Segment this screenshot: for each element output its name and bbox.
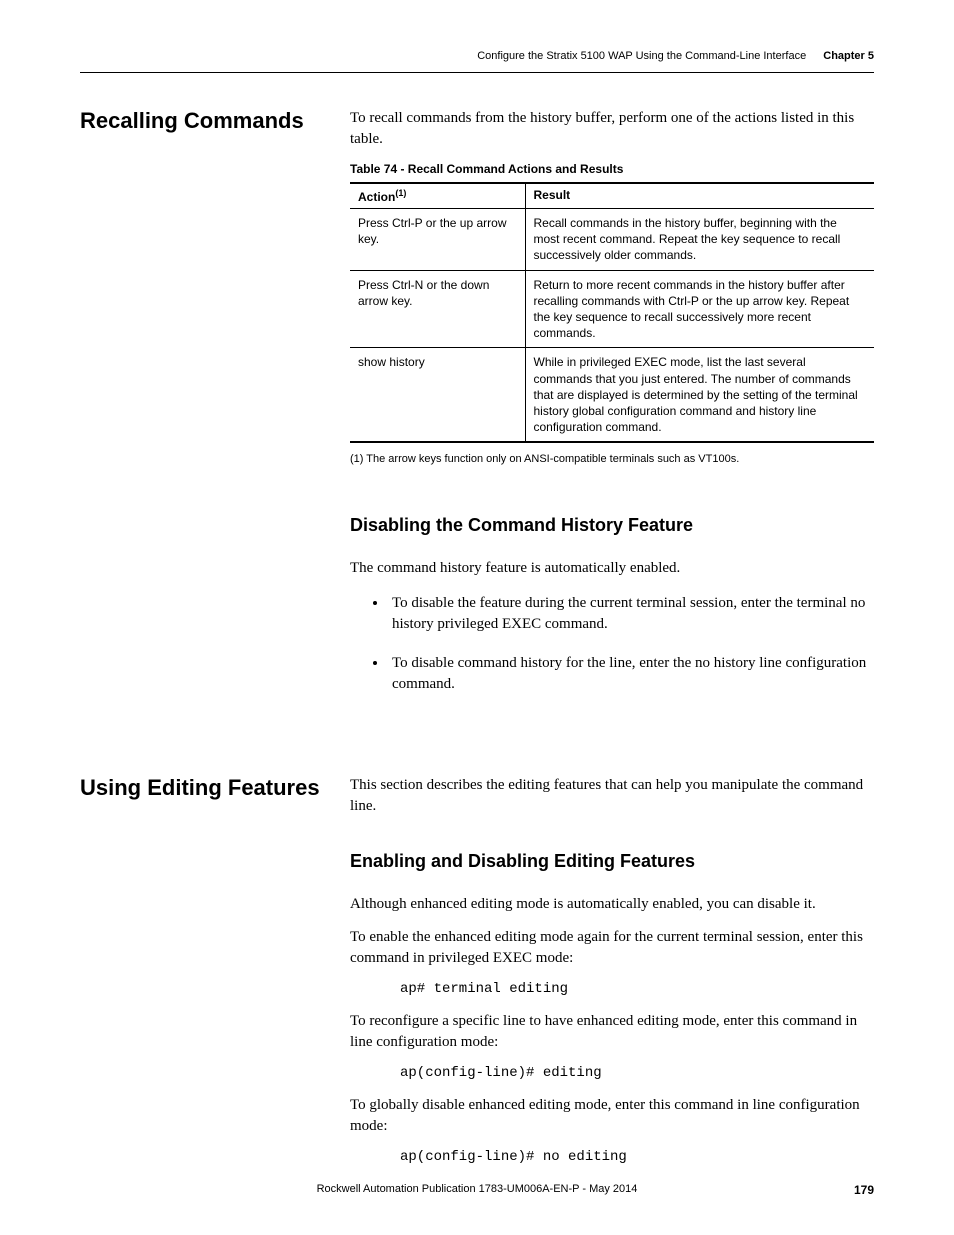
list-item: To disable command history for the line,… (388, 653, 874, 695)
para-enabling-4: To globally disable enhanced editing mod… (350, 1095, 874, 1137)
bullet-list: To disable the feature during the curren… (388, 593, 874, 695)
page-header: Configure the Stratix 5100 WAP Using the… (477, 50, 874, 62)
header-action-text: Action (358, 190, 395, 204)
code-config-editing: ap(config-line)# editing (400, 1065, 874, 1081)
list-item: To disable the feature during the curren… (388, 593, 874, 635)
cell-result: Return to more recent commands in the hi… (525, 270, 874, 348)
sub-heading-disabling-history: Disabling the Command History Feature (350, 515, 874, 536)
header-title: Configure the Stratix 5100 WAP Using the… (477, 50, 806, 62)
cell-result: While in privileged EXEC mode, list the … (525, 348, 874, 442)
section-heading-recalling: Recalling Commands (80, 108, 330, 134)
section-heading-editing: Using Editing Features (80, 775, 330, 801)
intro-paragraph: To recall commands from the history buff… (350, 108, 874, 150)
header-action-sup: (1) (395, 188, 406, 198)
sub-heading-enabling-editing: Enabling and Disabling Editing Features (350, 851, 874, 872)
table-title: Table 74 - Recall Command Actions and Re… (350, 162, 874, 176)
cell-action: show history (350, 348, 525, 442)
code-terminal-editing: ap# terminal editing (400, 981, 874, 997)
cell-result: Recall commands in the history buffer, b… (525, 209, 874, 271)
table-header-action: Action(1) (350, 183, 525, 209)
code-config-no-editing: ap(config-line)# no editing (400, 1149, 874, 1165)
para-enabling-3: To reconfigure a specific line to have e… (350, 1011, 874, 1053)
chapter-label: Chapter 5 (823, 50, 874, 62)
header-rule (80, 72, 874, 73)
intro-paragraph-editing: This section describes the editing featu… (350, 775, 874, 817)
recall-commands-table: Action(1) Result Press Ctrl-P or the up … (350, 182, 874, 443)
table-row: Press Ctrl-P or the up arrow key. Recall… (350, 209, 874, 271)
table-row: Press Ctrl-N or the down arrow key. Retu… (350, 270, 874, 348)
footer-page-number: 179 (854, 1183, 874, 1197)
table-footnote: (1) The arrow keys function only on ANSI… (350, 453, 874, 465)
page-footer: Rockwell Automation Publication 1783-UM0… (80, 1183, 874, 1195)
para-enabling-1: Although enhanced editing mode is automa… (350, 894, 874, 915)
footer-publication: Rockwell Automation Publication 1783-UM0… (317, 1183, 638, 1195)
cell-action: Press Ctrl-N or the down arrow key. (350, 270, 525, 348)
para-enabling-2: To enable the enhanced editing mode agai… (350, 927, 874, 969)
table-header-result: Result (525, 183, 874, 209)
cell-action: Press Ctrl-P or the up arrow key. (350, 209, 525, 271)
table-row: show history While in privileged EXEC mo… (350, 348, 874, 442)
sub-paragraph: The command history feature is automatic… (350, 558, 874, 579)
